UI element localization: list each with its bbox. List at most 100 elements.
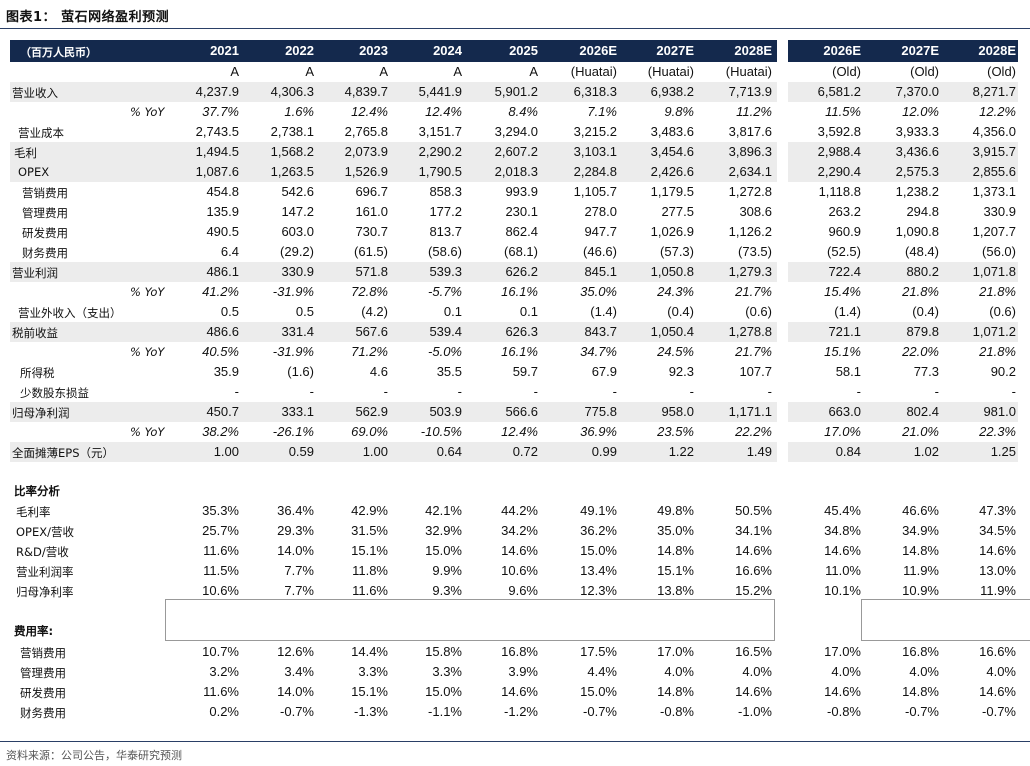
table-cell: 14.6% xyxy=(735,684,772,699)
table-cell: 21.8% xyxy=(979,284,1016,299)
table-cell: (0.4) xyxy=(912,304,939,319)
table-cell: 4.0% xyxy=(909,664,939,679)
table-cell: (48.4) xyxy=(905,244,939,259)
table-cell: 21.8% xyxy=(902,284,939,299)
table-cell: 9.3% xyxy=(432,583,462,598)
table-cell: 0.1 xyxy=(519,304,538,319)
table-cell: 2,018.3 xyxy=(494,164,538,179)
table-cell: 14.4% xyxy=(351,644,388,659)
title-rule xyxy=(0,28,1030,29)
col-subheader: (Old) xyxy=(832,64,861,79)
table-cell: 539.3 xyxy=(429,264,462,279)
subheader-row: A A A A A (Huatai) (Huatai) (Huatai) (Old) (Old) (… xyxy=(0,62,1030,82)
table-cell: 14.8% xyxy=(657,684,694,699)
table-cell: -1.0% xyxy=(738,704,772,719)
table-row: 少数股东损益 - - - - - - - - - - - xyxy=(0,382,1030,402)
table-row-yoy: % YoY 38.2% -26.1% 69.0% -10.5% 12.4% 36.9% 23.… xyxy=(0,422,1030,442)
table-cell: 147.2 xyxy=(281,204,314,219)
table-cell: (29.2) xyxy=(280,244,314,259)
table-cell: 36.4% xyxy=(277,503,314,518)
row-highlight-band xyxy=(788,162,1018,182)
table-cell: 1,171.1 xyxy=(728,404,772,419)
table-cell: 230.1 xyxy=(505,204,538,219)
table-cell: 7.1% xyxy=(587,104,617,119)
table-row-yoy: % YoY 37.7% 1.6% 12.4% 12.4% 8.4% 7.1% 9.8% 11.2… xyxy=(0,102,1030,122)
table-cell: 10.1% xyxy=(824,583,861,598)
table-cell: 11.6% xyxy=(352,583,388,598)
table-cell: 16.6% xyxy=(735,563,772,578)
table-cell: 44.2% xyxy=(501,503,538,518)
row-label: % YoY xyxy=(130,105,165,119)
table-cell: 0.72 xyxy=(512,444,538,459)
table-cell: 17.5% xyxy=(580,644,617,659)
table-cell: 177.2 xyxy=(429,204,462,219)
table-cell: 1.6% xyxy=(284,104,314,119)
table-cell: (46.6) xyxy=(583,244,617,259)
row-label: 税前收益 xyxy=(12,326,58,340)
table-cell: 603.0 xyxy=(281,224,314,239)
table-row: 毛利率 35.3% 36.4% 42.9% 42.1% 44.2% 49.1% 49.8% 50… xyxy=(0,501,1030,521)
row-label: 营销费用 xyxy=(22,186,68,200)
table-cell: 4.0% xyxy=(986,664,1016,679)
table-cell: 11.6% xyxy=(203,684,239,699)
table-cell: 1,179.5 xyxy=(650,184,694,199)
table-cell: 4.0% xyxy=(742,664,772,679)
table-cell: 49.8% xyxy=(657,503,694,518)
table-cell: 2,634.1 xyxy=(728,164,772,179)
table-cell: (56.0) xyxy=(982,244,1016,259)
table-cell: 1,494.5 xyxy=(195,144,239,159)
col-subheader: A xyxy=(305,64,314,79)
table-cell: 843.7 xyxy=(584,324,617,339)
table-cell: 8.4% xyxy=(508,104,538,119)
table-cell: 17.0% xyxy=(657,644,694,659)
table-row: 研发费用 11.6% 14.0% 15.1% 15.0% 14.6% 15.0% 14.8% 1… xyxy=(0,682,1030,702)
table-cell: 34.5% xyxy=(979,523,1016,538)
row-label: % YoY xyxy=(130,285,165,299)
row-highlight-band xyxy=(788,262,1018,282)
table-cell: -0.7% xyxy=(905,704,939,719)
table-cell: 880.2 xyxy=(906,264,939,279)
table-cell: 1.00 xyxy=(213,444,239,459)
table-cell: 161.0 xyxy=(355,204,388,219)
source-note: 资料来源：公司公告，华泰研究预测 xyxy=(6,749,182,762)
table-cell: 14.6% xyxy=(735,543,772,558)
table-cell: 7.7% xyxy=(284,583,314,598)
row-highlight-band xyxy=(788,402,1018,422)
table-row: OPEX/营收 25.7% 29.3% 31.5% 32.9% 34.2% 36.2% 35.… xyxy=(0,521,1030,541)
table-cell: 45.4% xyxy=(824,503,861,518)
table-cell: (0.6) xyxy=(989,304,1016,319)
table-cell: 11.5% xyxy=(203,563,239,578)
table-cell: (4.2) xyxy=(361,304,388,319)
table-row: 财务费用 0.2% -0.7% -1.3% -1.1% -1.2% -0.7% -0.8% -1… xyxy=(0,702,1030,722)
table-cell: 12.4% xyxy=(425,104,462,119)
table-cell: 1,126.2 xyxy=(728,224,772,239)
table-cell: - xyxy=(383,384,388,399)
table-cell: 15.0% xyxy=(580,543,617,558)
table-cell: 2,988.4 xyxy=(817,144,861,159)
table-cell: 1,207.7 xyxy=(972,224,1016,239)
table-cell: 12.0% xyxy=(902,104,939,119)
table-cell: 626.2 xyxy=(505,264,538,279)
table-row: 研发费用 490.5 603.0 730.7 813.7 862.4 947.7 1,026.… xyxy=(0,222,1030,242)
table-cell: 9.6% xyxy=(508,583,538,598)
table-row: 营销费用 454.8 542.6 696.7 858.3 993.9 1,105.7 1,17… xyxy=(0,182,1030,202)
row-label: 营销费用 xyxy=(20,646,66,660)
table-cell: 862.4 xyxy=(505,224,538,239)
table-cell: 1,373.1 xyxy=(972,184,1016,199)
table-cell: 4,237.9 xyxy=(195,84,239,99)
section-heading-ratio: 比率分析 xyxy=(14,484,60,498)
table-row: 所得税 35.9 (1.6) 4.6 35.5 59.7 67.9 92.3 107.7 58.1… xyxy=(0,362,1030,382)
table-cell: 562.9 xyxy=(355,404,388,419)
table-cell: -26.1% xyxy=(272,424,314,439)
col-subheader: A xyxy=(230,64,239,79)
table-cell: 59.7 xyxy=(512,364,538,379)
col-subheader: (Huatai) xyxy=(570,64,617,79)
col-header-year: 2028E xyxy=(978,43,1016,58)
table-cell: - xyxy=(457,384,462,399)
table-cell: 3,151.7 xyxy=(418,124,462,139)
row-label: % YoY xyxy=(130,425,165,439)
section-heading-expense: 费用率: xyxy=(14,624,54,638)
table-cell: 542.6 xyxy=(281,184,314,199)
table-cell: 15.1% xyxy=(351,543,388,558)
row-highlight-band xyxy=(10,262,777,282)
